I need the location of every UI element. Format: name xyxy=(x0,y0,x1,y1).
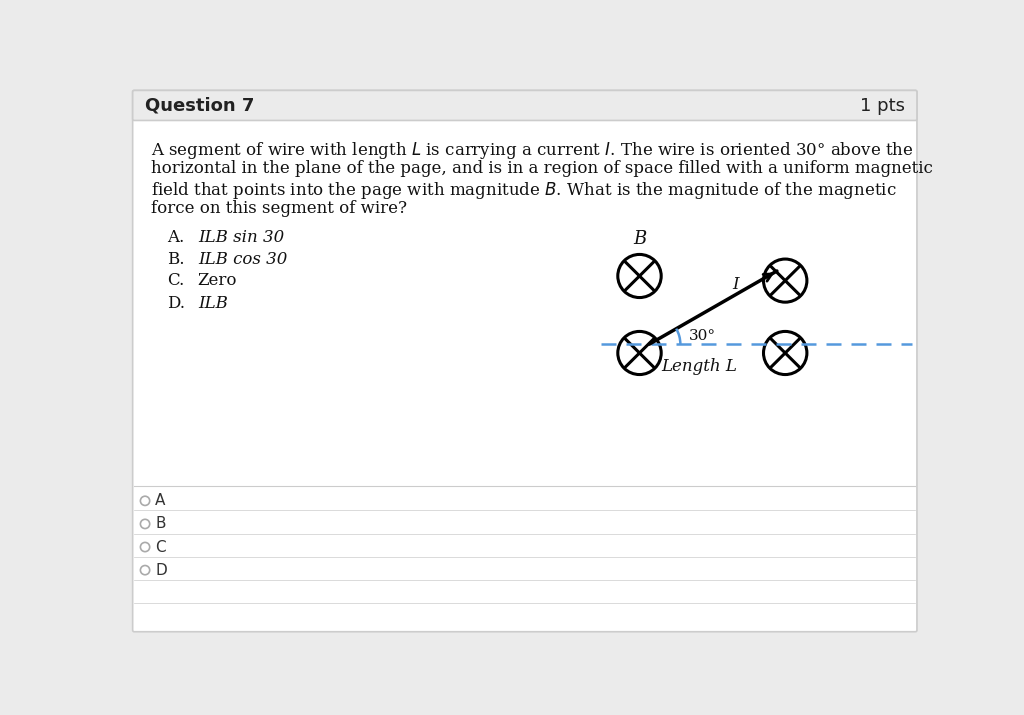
Text: 30°: 30° xyxy=(689,329,717,343)
Text: C: C xyxy=(155,540,166,555)
FancyBboxPatch shape xyxy=(133,90,916,120)
Text: ILB cos 30: ILB cos 30 xyxy=(198,250,287,267)
Text: Question 7: Question 7 xyxy=(145,97,254,115)
Text: B: B xyxy=(155,516,166,531)
Text: Zero: Zero xyxy=(198,272,238,289)
Text: Length L: Length L xyxy=(660,358,737,375)
Text: ILB sin 30: ILB sin 30 xyxy=(198,229,284,246)
Text: A: A xyxy=(155,493,166,508)
Text: C.: C. xyxy=(167,272,184,289)
Text: force on this segment of wire?: force on this segment of wire? xyxy=(152,199,408,217)
Text: 1 pts: 1 pts xyxy=(859,97,904,115)
Text: D.: D. xyxy=(167,295,184,312)
Text: ILB: ILB xyxy=(198,295,227,312)
Text: B.: B. xyxy=(167,250,184,267)
Text: I: I xyxy=(732,276,738,293)
Text: horizontal in the plane of the page, and is in a region of space filled with a u: horizontal in the plane of the page, and… xyxy=(152,159,933,177)
Text: D: D xyxy=(155,563,167,578)
Text: A segment of wire with length $L$ is carrying a current $I$. The wire is oriente: A segment of wire with length $L$ is car… xyxy=(152,139,913,161)
FancyBboxPatch shape xyxy=(133,90,916,632)
Text: B: B xyxy=(633,230,646,248)
Text: A.: A. xyxy=(167,229,184,246)
Text: field that points into the page with magnitude $B$. What is the magnitude of the: field that points into the page with mag… xyxy=(152,179,897,201)
